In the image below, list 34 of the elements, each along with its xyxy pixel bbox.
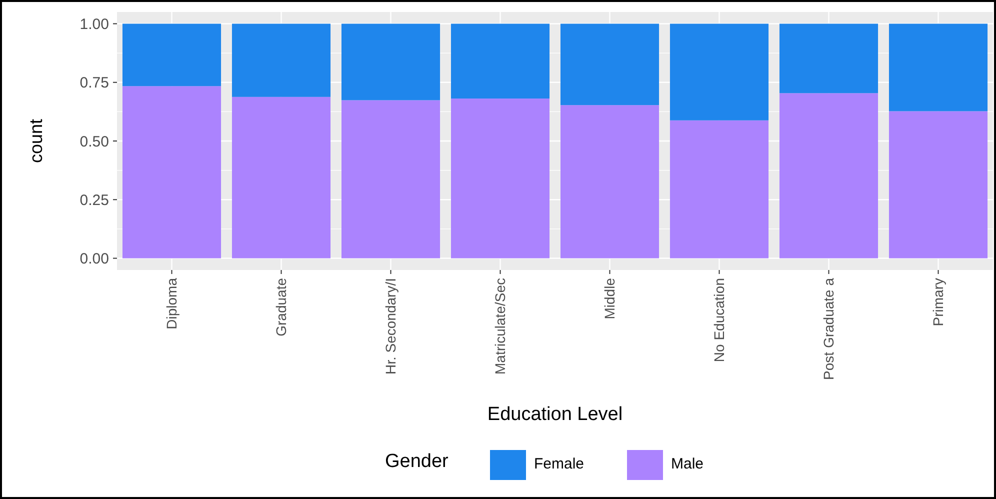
bar	[888, 24, 988, 112]
legend-title: Gender	[385, 451, 450, 472]
bar	[122, 24, 222, 86]
legend-label: Female	[534, 456, 584, 472]
x-tick-label: Matriculate/Sec	[492, 278, 508, 374]
x-tick-label: Diploma	[164, 278, 180, 330]
legend-label: Male	[671, 456, 704, 472]
bar	[450, 98, 550, 258]
x-tick-label: Hr. Secondary/I	[382, 278, 399, 374]
bar	[341, 24, 440, 100]
bar	[232, 96, 331, 258]
x-tick-label: Post Graduate a	[820, 278, 837, 380]
bar	[888, 111, 988, 258]
x-tick-label: No Education	[711, 278, 728, 362]
bar	[779, 93, 878, 258]
y-tick-label: 0.25	[80, 192, 109, 209]
x-tick-label: Middle	[602, 278, 618, 320]
y-tick-label: 1.00	[80, 16, 109, 33]
bar	[122, 86, 222, 258]
bar	[450, 24, 550, 99]
bar	[232, 24, 331, 97]
bar	[670, 24, 769, 120]
bar	[560, 105, 660, 258]
y-tick-label: 0.75	[80, 74, 109, 92]
x-axis-title: Education Level	[487, 404, 623, 425]
x-tick-label: Graduate	[273, 278, 290, 336]
y-axis-title: count	[26, 118, 46, 164]
x-tick-label: Primary	[930, 278, 946, 326]
y-tick-label: 0.00	[80, 250, 109, 268]
bar	[670, 120, 769, 258]
bar	[341, 100, 440, 258]
bar	[779, 24, 878, 94]
y-tick-label: 0.50	[80, 133, 109, 150]
bar	[560, 24, 660, 106]
